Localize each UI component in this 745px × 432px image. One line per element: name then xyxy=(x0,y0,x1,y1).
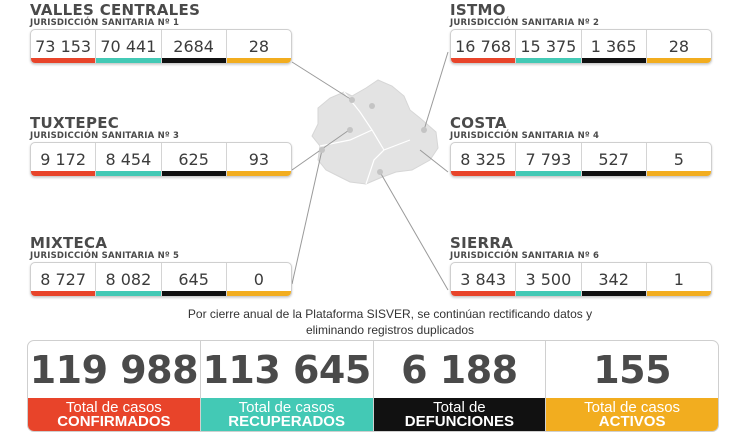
notice-line-2: eliminando registros duplicados xyxy=(305,323,475,337)
region-stats: 8 727 8 082 645 0 xyxy=(30,262,292,297)
total-recovered-label: Total de casos RECUPERADOS xyxy=(200,398,373,431)
label-line-1: Total de xyxy=(433,399,486,416)
region-jurisdiction: JURISDICCIÓN SANITARIA Nº 4 xyxy=(450,131,600,141)
data-notice: Por cierre anual de la Plataforma SISVER… xyxy=(120,306,660,338)
label-line-2: DEFUNCIONES xyxy=(404,413,514,430)
total-active-value: 155 xyxy=(593,347,672,392)
region-stats: 73 153 70 441 2684 28 xyxy=(30,29,292,64)
recovered-count: 8 082 xyxy=(96,263,162,296)
region-tuxtepec: TUXTEPEC JURISDICCIÓN SANITARIA Nº 3 9 1… xyxy=(30,115,292,177)
deaths-count: 625 xyxy=(161,143,227,176)
total-confirmed-value: 119 988 xyxy=(29,347,199,392)
confirmed-count: 16 768 xyxy=(451,30,517,63)
region-stats: 3 843 3 500 342 1 xyxy=(450,262,712,297)
recovered-count: 70 441 xyxy=(96,30,162,63)
region-name: MIXTECA xyxy=(30,234,108,252)
region-jurisdiction: JURISDICCIÓN SANITARIA Nº 2 xyxy=(450,18,600,28)
recovered-count: 8 454 xyxy=(96,143,162,176)
region-stats: 16 768 15 375 1 365 28 xyxy=(450,29,712,64)
oaxaca-map xyxy=(291,51,449,291)
label-line-2: RECUPERADOS xyxy=(228,413,345,430)
total-confirmed-label: Total de casos CONFIRMADOS xyxy=(28,398,200,431)
region-stats: 8 325 7 793 527 5 xyxy=(450,142,712,177)
total-active-label: Total de casos ACTIVOS xyxy=(546,398,718,431)
deaths-count: 527 xyxy=(581,143,647,176)
active-count: 28 xyxy=(226,30,291,63)
active-count: 1 xyxy=(646,263,711,296)
confirmed-count: 3 843 xyxy=(451,263,517,296)
recovered-count: 7 793 xyxy=(516,143,582,176)
label-line-2: CONFIRMADOS xyxy=(57,413,171,430)
confirmed-count: 8 325 xyxy=(451,143,517,176)
region-name: ISTMO xyxy=(450,1,506,19)
total-recovered-value: 113 645 xyxy=(202,347,371,392)
label-line-2: ACTIVOS xyxy=(598,413,666,430)
label-line-1: Total de casos xyxy=(65,399,162,416)
region-name: SIERRA xyxy=(450,234,514,252)
active-count: 0 xyxy=(226,263,291,296)
total-deaths: 6 188 Total de DEFUNCIONES xyxy=(373,341,547,431)
confirmed-count: 73 153 xyxy=(31,30,97,63)
region-stats: 9 172 8 454 625 93 xyxy=(30,142,292,177)
total-recovered: 113 645 Total de casos RECUPERADOS xyxy=(200,341,374,431)
region-jurisdiction: JURISDICCIÓN SANITARIA Nº 5 xyxy=(30,251,180,261)
total-active: 155 Total de casos ACTIVOS xyxy=(546,341,718,431)
region-name: TUXTEPEC xyxy=(30,114,120,132)
confirmed-count: 8 727 xyxy=(31,263,97,296)
active-count: 93 xyxy=(226,143,291,176)
region-jurisdiction: JURISDICCIÓN SANITARIA Nº 1 xyxy=(30,18,180,28)
region-jurisdiction: JURISDICCIÓN SANITARIA Nº 6 xyxy=(450,251,600,261)
active-count: 28 xyxy=(646,30,711,63)
deaths-count: 342 xyxy=(581,263,647,296)
recovered-count: 15 375 xyxy=(516,30,582,63)
active-count: 5 xyxy=(646,143,711,176)
confirmed-count: 9 172 xyxy=(31,143,97,176)
total-deaths-value: 6 188 xyxy=(401,347,518,392)
notice-line-1: Por cierre anual de la Plataforma SISVER… xyxy=(187,307,593,321)
total-confirmed: 119 988 Total de casos CONFIRMADOS xyxy=(28,341,201,431)
region-mixteca: MIXTECA JURISDICCIÓN SANITARIA Nº 5 8 72… xyxy=(30,235,292,297)
region-istmo: ISTMO JURISDICCIÓN SANITARIA Nº 2 16 768… xyxy=(450,2,712,64)
deaths-count: 2684 xyxy=(161,30,227,63)
label-line-1: Total de casos xyxy=(238,399,335,416)
total-deaths-label: Total de DEFUNCIONES xyxy=(373,398,546,431)
region-jurisdiction: JURISDICCIÓN SANITARIA Nº 3 xyxy=(30,131,180,141)
region-costa: COSTA JURISDICCIÓN SANITARIA Nº 4 8 325 … xyxy=(450,115,712,177)
deaths-count: 645 xyxy=(161,263,227,296)
region-valles-centrales: VALLES CENTRALES JURISDICCIÓN SANITARIA … xyxy=(30,2,292,64)
recovered-count: 3 500 xyxy=(516,263,582,296)
map-shape xyxy=(311,79,439,185)
region-name: VALLES CENTRALES xyxy=(30,1,201,19)
deaths-count: 1 365 xyxy=(581,30,647,63)
region-name: COSTA xyxy=(450,114,507,132)
region-sierra: SIERRA JURISDICCIÓN SANITARIA Nº 6 3 843… xyxy=(450,235,712,297)
label-line-1: Total de casos xyxy=(584,399,681,416)
totals-panel: 119 988 Total de casos CONFIRMADOS 113 6… xyxy=(27,340,719,432)
